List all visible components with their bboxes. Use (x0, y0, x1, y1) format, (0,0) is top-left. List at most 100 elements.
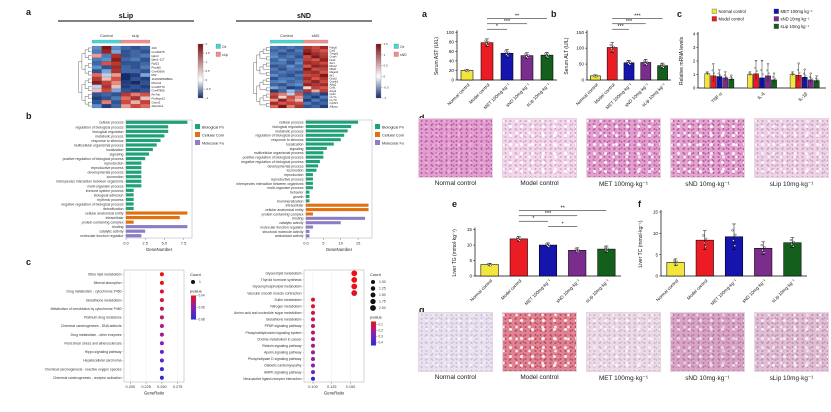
svg-text:Choline metabolism in cancer: Choline metabolism in cancer (257, 337, 302, 341)
svg-text:**: ** (515, 13, 520, 19)
svg-text:developmental process: developmental process (88, 171, 124, 175)
svg-text:Normal control: Normal control (655, 278, 679, 302)
histology-image-d-met (586, 118, 661, 178)
svg-text:Mineral absorption: Mineral absorption (94, 281, 122, 285)
svg-text:Glutathione metabolism: Glutathione metabolism (266, 318, 302, 322)
svg-text:GeneNumber: GeneNumber (146, 247, 173, 252)
svg-text:Mfsd1: Mfsd1 (330, 67, 338, 71)
svg-text:mt-Tn: mt-Tn (330, 95, 337, 99)
svg-text:pvalue: pvalue (370, 315, 383, 320)
svg-text:response to stimulus: response to stimulus (271, 138, 303, 142)
svg-text:sLip: sLip (222, 53, 228, 57)
svg-text:Control: Control (100, 33, 113, 38)
svg-text:5: 5 (655, 252, 658, 257)
histology-caption: MET 100mg·kg⁻¹ (598, 375, 649, 382)
svg-text:1.00: 1.00 (379, 280, 386, 284)
svg-text:sLip 10mg·kg⁻¹: sLip 10mg·kg⁻¹ (771, 278, 797, 304)
svg-text:15: 15 (467, 227, 473, 232)
svg-text:Gm49770: Gm49770 (152, 85, 166, 89)
svg-text:intracellular: intracellular (106, 216, 125, 220)
svg-text:***: *** (634, 13, 641, 19)
svg-text:Igkv3: Igkv3 (152, 54, 160, 58)
svg-text:multi-organism process: multi-organism process (267, 186, 303, 190)
svg-text:sLip 10mg kg⁻¹: sLip 10mg kg⁻¹ (781, 24, 810, 29)
svg-text:catalytic activity: catalytic activity (279, 221, 304, 225)
svg-text:4: 4 (693, 32, 696, 37)
svg-text:Molecular Function: Molecular Function (202, 141, 224, 145)
kegg-dotplot-slip: Other lipid metabolism Mineral absorption… (44, 262, 224, 404)
svg-text:10: 10 (467, 243, 473, 248)
svg-text:MET 100mg·kg⁻¹: MET 100mg·kg⁻¹ (524, 278, 552, 306)
svg-text:biological regulation: biological regulation (273, 125, 304, 129)
svg-text:1: 1 (384, 53, 386, 57)
svg-text:3: 3 (693, 45, 696, 50)
svg-text:Adamts1: Adamts1 (152, 104, 164, 108)
svg-text:1.5: 1.5 (384, 42, 389, 46)
svg-text:Pcdhga12: Pcdhga12 (152, 96, 166, 100)
svg-text:Cml1: Cml1 (330, 86, 337, 90)
svg-text:2.5: 2.5 (142, 241, 148, 246)
svg-text:***: *** (545, 211, 552, 217)
svg-text:locomotion: locomotion (107, 175, 124, 179)
svg-text:catalytic activity: catalytic activity (99, 230, 124, 234)
svg-text:0.0: 0.0 (303, 241, 309, 246)
svg-text:*: * (532, 216, 535, 222)
svg-text:*: * (496, 24, 499, 30)
svg-text:***: *** (504, 19, 511, 25)
svg-text:Glycerolipid metabolism: Glycerolipid metabolism (266, 271, 302, 275)
svg-text:-0.5: -0.5 (206, 87, 212, 91)
svg-text:Normal control: Normal control (446, 82, 470, 106)
svg-text:developmental process: developmental process (268, 164, 304, 168)
svg-text:Platinum drug resistance: Platinum drug resistance (84, 316, 121, 320)
svg-text:cellular process: cellular process (99, 121, 124, 125)
svg-text:growth: growth (293, 195, 304, 199)
svg-text:metabolic process: metabolic process (95, 134, 123, 138)
svg-text:0: 0 (693, 86, 696, 91)
svg-text:mt-Tm: mt-Tm (330, 98, 338, 102)
svg-text:15: 15 (653, 210, 659, 215)
svg-text:binding: binding (112, 225, 123, 229)
svg-text:0: 0 (655, 274, 658, 279)
svg-text:rhythmic process: rhythmic process (97, 198, 124, 202)
liver-tg-chart: 0 5 10 15 Liver TG (mmol·kg⁻¹) Normal control… (448, 198, 626, 310)
svg-text:localization: localization (106, 148, 123, 152)
histology-caption: sLip 10mg·kg⁻¹ (769, 181, 814, 188)
kegg-dotplot-snd: Glycerolipid metabolism Thyroid hormone s… (224, 262, 404, 404)
svg-text:interspecies interaction betwe: interspecies interaction between organis… (236, 182, 303, 186)
svg-text:Vascular smooth muscle contrac: Vascular smooth muscle contraction (247, 291, 301, 295)
svg-text:pvalue: pvalue (190, 289, 203, 294)
histology-d-1: Normal control (418, 118, 493, 188)
svg-text:-0.5: -0.5 (384, 85, 390, 89)
svg-text:Thyroid hormone synthesis: Thyroid hormone synthesis (261, 278, 302, 282)
histology-g-1: Normal control (418, 312, 493, 382)
histology-caption: MET 100mg·kg⁻¹ (598, 181, 649, 188)
svg-text:0.1: 0.1 (379, 323, 384, 327)
svg-text:cellular anatomical entity: cellular anatomical entity (265, 208, 304, 212)
svg-text:Gm49375: Gm49375 (152, 50, 166, 54)
svg-text:Control: Control (280, 33, 293, 38)
svg-text:Mt2: Mt2 (152, 73, 157, 77)
svg-text:biological regulation: biological regulation (93, 130, 124, 134)
svg-text:0.04: 0.04 (199, 294, 205, 298)
svg-text:biological adhesion: biological adhesion (94, 193, 124, 197)
svg-text:0: 0 (384, 75, 386, 79)
svg-text:2: 2 (693, 59, 696, 64)
svg-text:IL-1β: IL-1β (797, 91, 808, 102)
panel-letter-right-f: f (638, 199, 641, 209)
svg-text:negative regulation of biologi: negative regulation of biological proces… (241, 160, 304, 164)
svg-text:0.125: 0.125 (327, 385, 337, 389)
svg-text:15: 15 (356, 241, 361, 246)
svg-text:1.5: 1.5 (206, 51, 211, 55)
svg-text:reproductive process: reproductive process (271, 177, 304, 181)
histology-image-g-met (586, 312, 661, 372)
svg-text:cellular process: cellular process (279, 121, 304, 125)
svg-text:80: 80 (449, 39, 455, 44)
svg-text:Cpler: Cpler (330, 92, 336, 96)
svg-text:1.50: 1.50 (379, 293, 386, 297)
svg-text:Amino acid and nucleotide suga: Amino acid and nucleotide sugar metaboli… (234, 311, 302, 315)
histology-caption: Normal control (434, 374, 477, 381)
svg-text:Drug metabolism - other enzyme: Drug metabolism - other enzymes (71, 333, 122, 337)
svg-text:0.150: 0.150 (346, 385, 356, 389)
svg-text:AMPK signaling pathway: AMPK signaling pathway (264, 370, 302, 374)
